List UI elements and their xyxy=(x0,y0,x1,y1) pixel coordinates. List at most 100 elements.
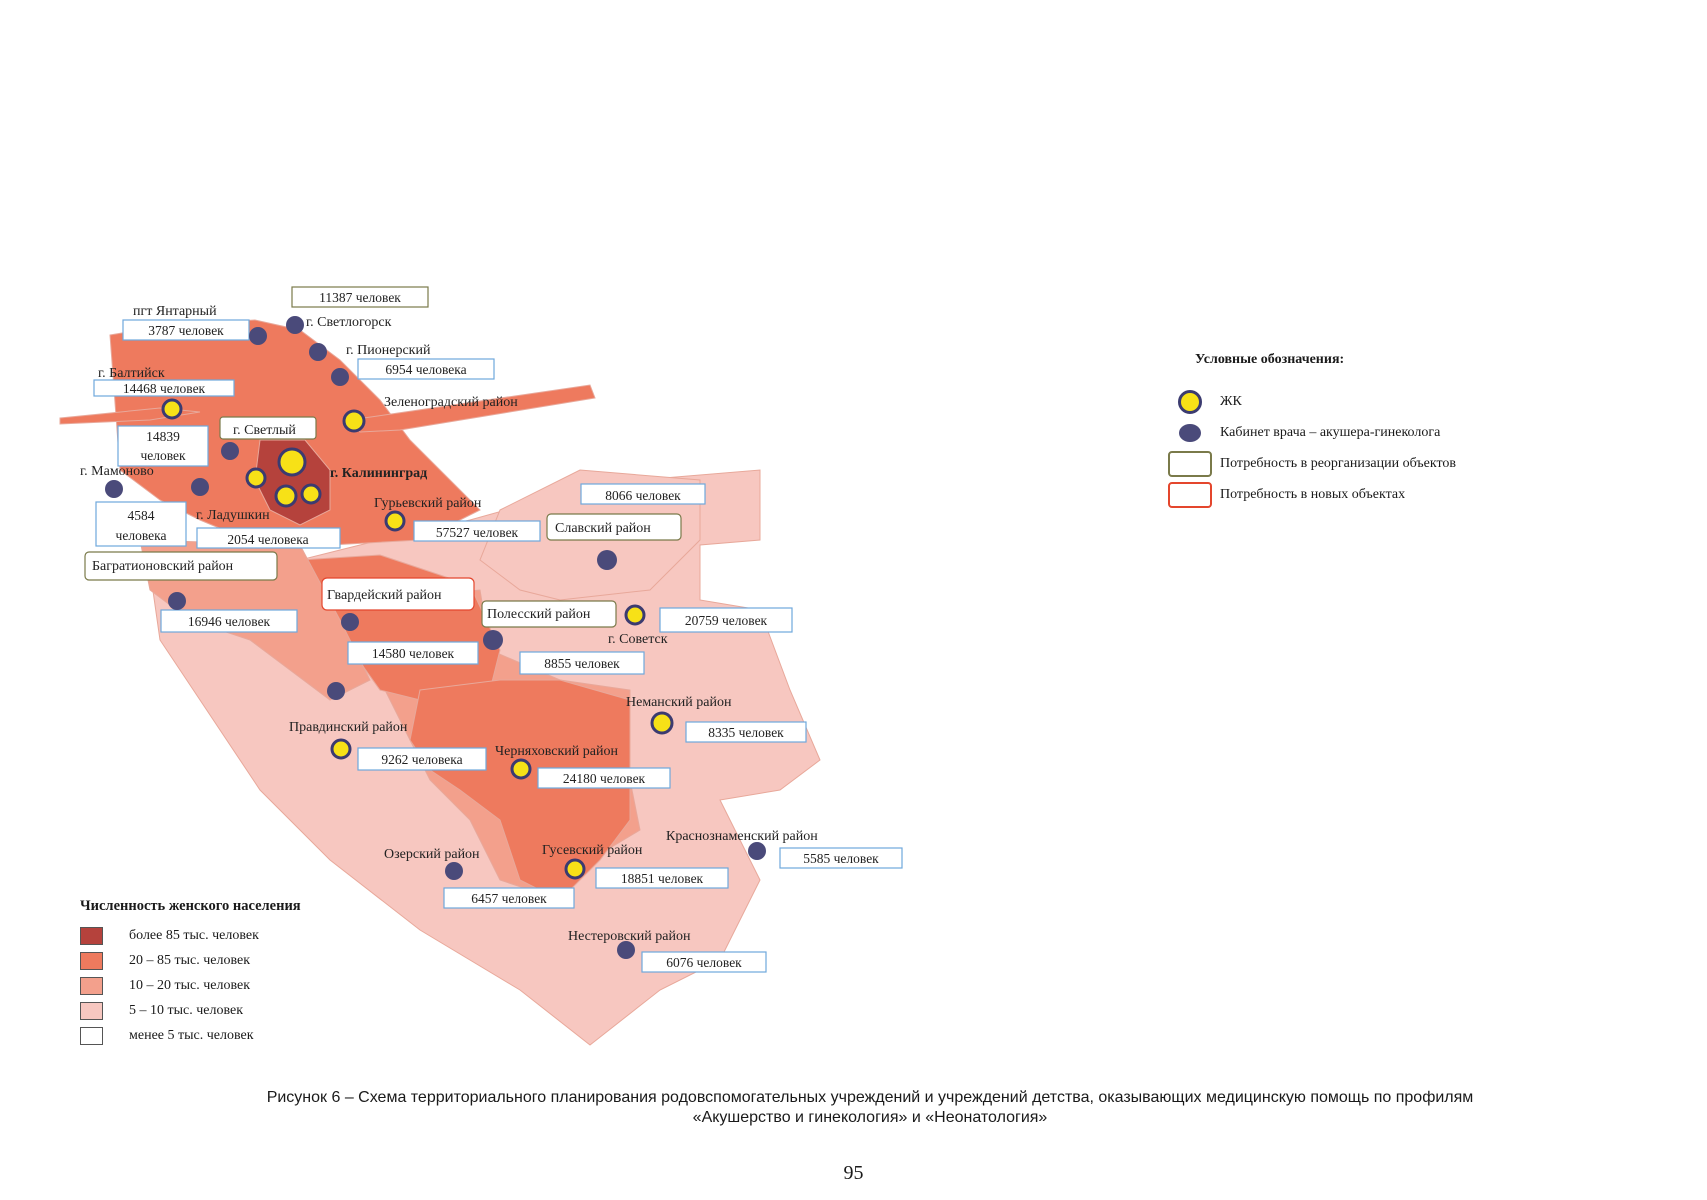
legend-row-85-plus: более 85 тыс. человек xyxy=(80,923,301,948)
box-ozersky xyxy=(443,887,575,909)
legend-label-10-20: 10 – 20 тыс. человек xyxy=(129,977,251,993)
box-pravdinsky xyxy=(357,747,487,771)
count-ozersky: 6457 человек xyxy=(471,891,547,906)
legend-item-cabinet: Кабинет врача – акушера-гинеколога xyxy=(1160,417,1580,448)
cabinet-marker-yantarny xyxy=(249,327,267,345)
box-nesterovsky xyxy=(641,951,767,973)
legend-reorg-label: Потребность в реорганизации объектов xyxy=(1220,455,1456,471)
count-svetly-1: 14839 xyxy=(146,429,180,444)
cabinet-marker-nesterovsky xyxy=(617,941,635,959)
box-krasnoznamensky xyxy=(779,847,903,869)
symbol-legend-title: Условные обозначения: xyxy=(1195,352,1345,367)
new-objects-box-icon xyxy=(1168,481,1212,508)
cabinet-marker-mamonovo xyxy=(105,480,123,498)
box-yantarny xyxy=(122,319,250,341)
caption-line-1: Рисунок 6 – Схема территориального плани… xyxy=(266,1089,1474,1106)
count-gvardeysky: 14580 человек xyxy=(372,646,455,661)
count-gusevsky: 18851 человек xyxy=(621,871,704,886)
label-boxes xyxy=(84,286,903,973)
count-guryevsky: 57527 человек xyxy=(436,525,519,540)
box-slavsky-name xyxy=(546,513,682,541)
jk-marker-baltiysk xyxy=(161,398,183,420)
count-svetly-2: человек xyxy=(140,448,186,463)
symbol-legend: Условные обозначения: ЖК Кабинет врача –… xyxy=(1160,352,1580,510)
label-nesterovsky: Нестеровский район xyxy=(568,929,691,944)
box-slavsky-count xyxy=(580,483,706,505)
legend-label-85-plus: более 85 тыс. человек xyxy=(129,927,259,943)
box-polessky xyxy=(481,600,617,628)
box-svetlogorsk xyxy=(291,286,429,308)
box-guryevsky xyxy=(413,520,541,542)
label-kaliningrad: г. Калининград xyxy=(330,466,427,481)
box-gvardeysky-count xyxy=(347,641,479,665)
count-yantarny: 3787 человек xyxy=(148,323,224,338)
label-baltiysk: г. Балтийск xyxy=(98,366,165,381)
legend-row-5-10: 5 – 10 тыс. человек xyxy=(80,998,301,1023)
jk-marker-chernyakhovsky xyxy=(510,758,532,780)
box-pionersky xyxy=(357,358,495,380)
jk-marker-nemansky xyxy=(650,711,674,735)
caption-line-2: «Акушерство и гинекология» и «Неонатолог… xyxy=(692,1109,1048,1126)
box-polessky-count xyxy=(519,651,645,675)
box-sovetsk xyxy=(659,607,793,633)
cabinet-markers xyxy=(105,316,766,959)
count-bagrationovsky: 16946 человек xyxy=(188,614,271,629)
count-pravdinsky: 9262 человека xyxy=(381,752,462,767)
count-pionersky: 6954 человека xyxy=(385,362,466,377)
label-svetlogorsk: г. Светлогорск xyxy=(306,315,392,330)
cabinet-marker-slavsky xyxy=(597,550,617,570)
cabinet-marker-svetlogorsk xyxy=(286,316,304,334)
swatch-5-10 xyxy=(80,1001,103,1020)
jk-symbol-icon xyxy=(1178,389,1202,414)
label-ladushkin: г. Ладушкин xyxy=(196,508,270,523)
label-gvardeysky: Гвардейский район xyxy=(327,588,442,603)
legend-row-20-85: 20 – 85 тыс. человек xyxy=(80,948,301,973)
cabinet-marker-ozersky xyxy=(445,862,463,880)
label-pravdinsky: Правдинский район xyxy=(289,720,408,735)
legend-label-under-5: менее 5 тыс. человек xyxy=(129,1027,254,1043)
box-gusevsky xyxy=(595,867,729,889)
swatch-under-5 xyxy=(80,1026,103,1045)
jk-marker-kaliningrad-south-1 xyxy=(274,484,298,508)
label-ozersky: Озерский район xyxy=(384,847,480,862)
label-sovetsk: г. Советск xyxy=(608,632,668,647)
count-svetlogorsk: 11387 человек xyxy=(319,290,401,305)
cabinet-marker-polessky xyxy=(483,630,503,650)
jk-marker-gusevsky xyxy=(564,858,586,880)
label-nemansky: Неманский район xyxy=(626,695,732,710)
cabinet-marker-pionersky-1 xyxy=(309,343,327,361)
label-chernyakhovsky: Черняховский район xyxy=(495,744,618,759)
jk-marker-guryevsky xyxy=(384,510,406,532)
legend-item-reorg: Потребность в реорганизации объектов xyxy=(1160,448,1580,479)
jk-marker-kaliningrad-west xyxy=(245,467,267,489)
jk-marker-pravdinsky xyxy=(330,738,352,760)
count-nesterovsky: 6076 человек xyxy=(666,955,742,970)
legend-label-20-85: 20 – 85 тыс. человек xyxy=(129,952,251,968)
count-sovetsk: 20759 человек xyxy=(685,613,768,628)
cabinet-marker-bagrationovsky xyxy=(168,592,186,610)
label-bagrationovsky: Багратионовский район xyxy=(92,559,234,574)
label-guryevsky: Гурьевский район xyxy=(374,496,482,511)
label-zelenogradsky: Зеленоградский район xyxy=(384,395,518,410)
cabinet-marker-krasnoznamensky xyxy=(748,842,766,860)
label-yantarny: пгт Янтарный xyxy=(133,304,217,319)
box-svetly-name xyxy=(219,416,317,440)
box-baltiysk xyxy=(93,379,235,397)
label-polessky: Полесский район xyxy=(487,607,591,622)
box-bagrationovsky-count xyxy=(160,609,298,633)
count-polessky: 8855 человек xyxy=(544,656,620,671)
legend-item-new: Потребность в новых объектах xyxy=(1160,479,1580,510)
cabinet-marker-pravdinsky xyxy=(327,682,345,700)
box-ladushkin xyxy=(196,527,341,549)
count-mamonovo-2: человека xyxy=(116,528,167,543)
box-gvardeysky xyxy=(321,577,475,611)
cabinet-marker-ladushkin xyxy=(191,478,209,496)
population-legend: Численность женского населения более 85 … xyxy=(80,898,301,1048)
figure-caption: Рисунок 6 – Схема территориального плани… xyxy=(120,1088,1620,1128)
count-labels: 11387 человек 3787 человек 6954 человека… xyxy=(116,290,880,970)
label-pionersky: г. Пионерский xyxy=(346,343,431,358)
jk-marker-kaliningrad-south-2 xyxy=(300,483,322,505)
label-slavsky: Славский район xyxy=(555,521,651,536)
cabinet-marker-gvardeysky xyxy=(341,613,359,631)
